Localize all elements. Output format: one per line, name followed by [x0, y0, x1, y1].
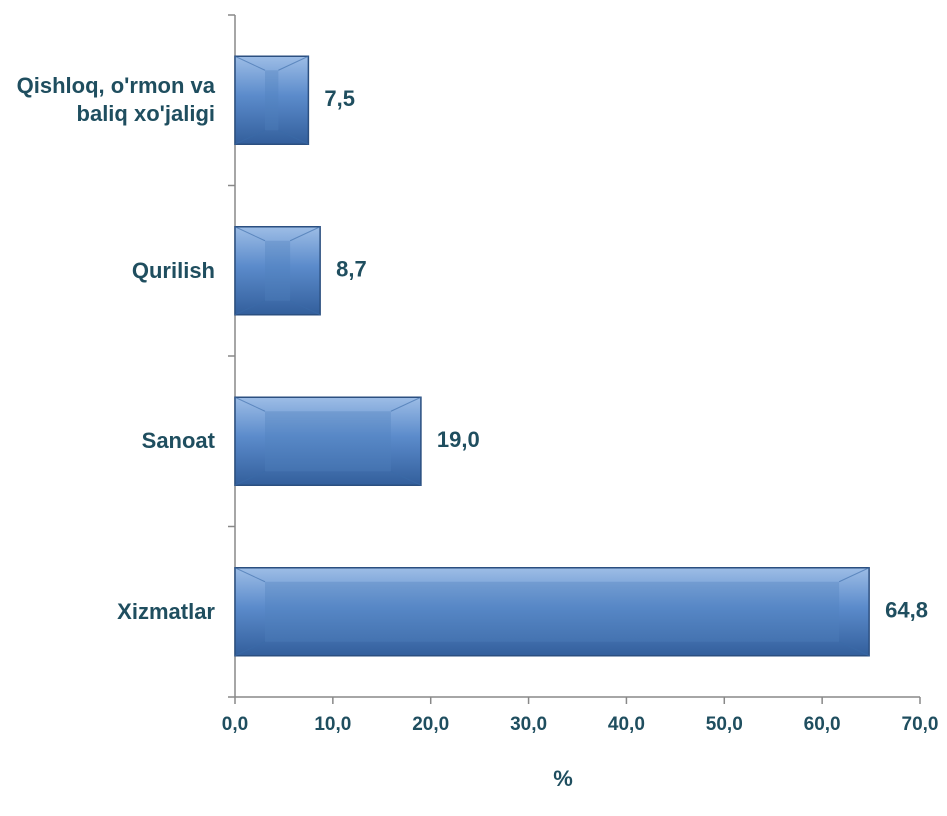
bar-bevel — [234, 567, 870, 657]
x-tick-label: 70,0 — [902, 714, 939, 735]
category-label: Sanoat — [141, 428, 215, 454]
value-label: 7,5 — [324, 86, 355, 111]
x-axis-label: % — [553, 766, 573, 791]
bar-bevel — [234, 55, 309, 145]
x-tick-label: 0,0 — [222, 714, 248, 735]
value-label: 19,0 — [437, 427, 480, 452]
x-tick-label: 10,0 — [314, 714, 351, 735]
x-tick-label: 40,0 — [608, 714, 645, 735]
x-tick-label: 20,0 — [412, 714, 449, 735]
bar-bevel — [234, 396, 422, 486]
category-label: Xizmatlar — [117, 598, 215, 624]
x-tick-label: 60,0 — [804, 714, 841, 735]
bar — [234, 567, 870, 657]
bar-bevel — [234, 226, 321, 316]
bar-face — [265, 411, 391, 472]
value-label: 64,8 — [885, 598, 928, 623]
x-tick-label: 50,0 — [706, 714, 743, 735]
bar — [234, 226, 321, 316]
category-label: Qishloq, o'rmon va baliq xo'jaligi — [16, 73, 215, 127]
bar — [234, 55, 310, 145]
bar-face — [265, 240, 291, 301]
value-label: 8,7 — [336, 257, 367, 282]
x-tick-label: 30,0 — [510, 714, 547, 735]
category-label: Qurilish — [131, 257, 215, 283]
bar-face — [265, 70, 279, 131]
bar-face — [265, 581, 840, 642]
bar — [234, 396, 422, 486]
